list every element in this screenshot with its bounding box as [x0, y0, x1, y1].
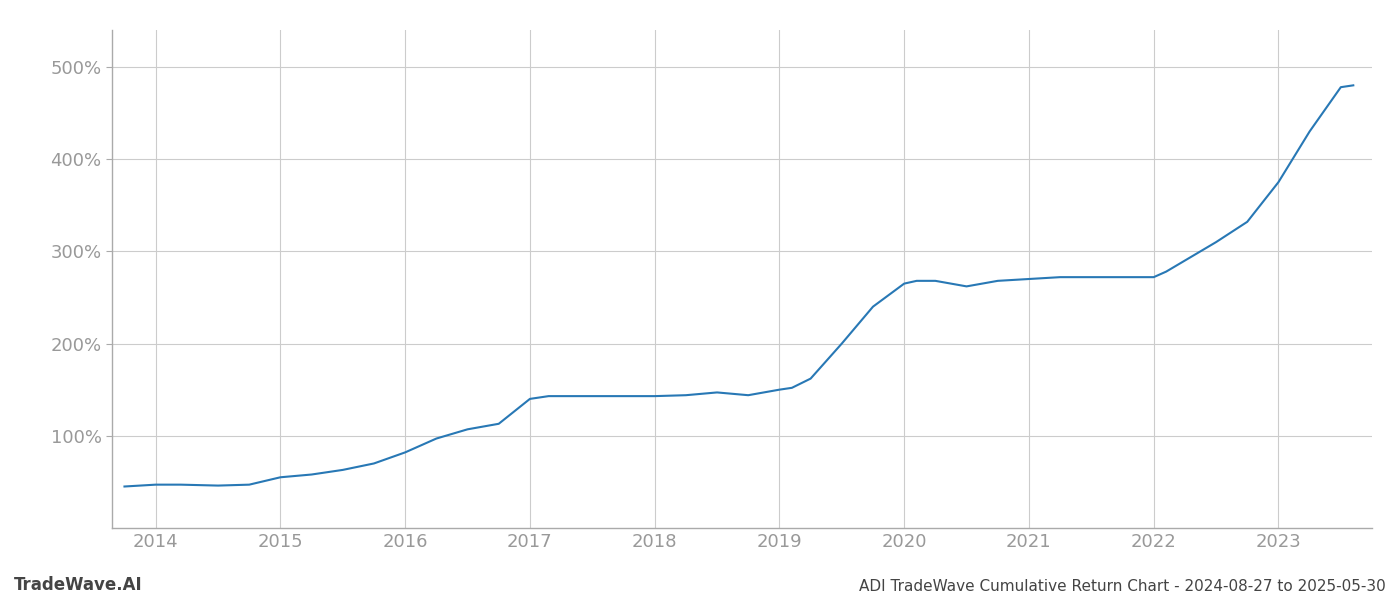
- Text: TradeWave.AI: TradeWave.AI: [14, 576, 143, 594]
- Text: ADI TradeWave Cumulative Return Chart - 2024-08-27 to 2025-05-30: ADI TradeWave Cumulative Return Chart - …: [860, 579, 1386, 594]
